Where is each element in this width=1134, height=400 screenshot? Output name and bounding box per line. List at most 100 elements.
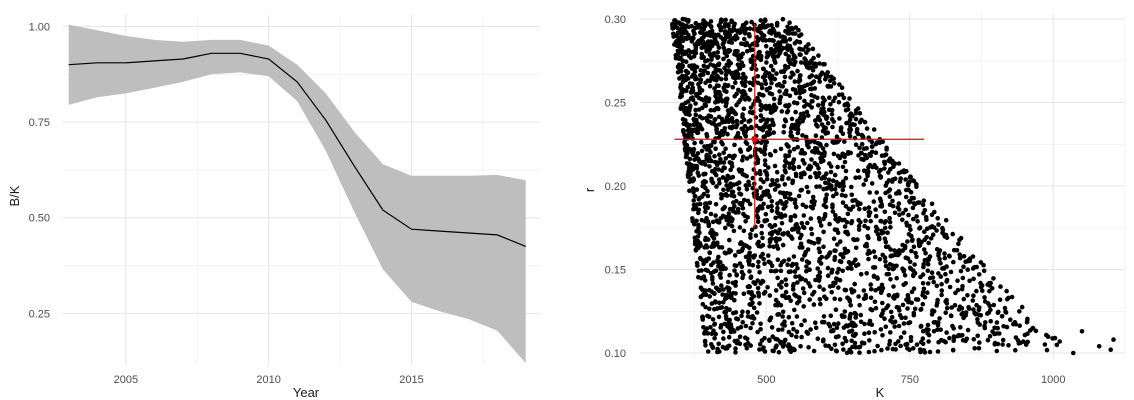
scatter-point <box>723 76 729 82</box>
scatter-point <box>906 232 912 237</box>
scatter-point <box>720 132 726 137</box>
scatter-point <box>848 303 853 308</box>
scatter-point <box>800 158 806 163</box>
scatter-point <box>778 198 783 204</box>
scatter-point <box>770 52 775 58</box>
scatter-point <box>784 160 789 165</box>
scatter-point <box>721 56 726 62</box>
scatter-point <box>861 182 866 187</box>
scatter-point <box>722 65 727 71</box>
scatter-point <box>759 149 764 154</box>
scatter-point <box>867 190 872 195</box>
scatter-point <box>713 136 718 141</box>
scatter-point <box>863 154 868 160</box>
scatter-point <box>792 307 797 313</box>
scatter-point <box>756 36 762 42</box>
scatter-point <box>1017 309 1022 314</box>
scatter-point <box>883 259 888 264</box>
scatter-point <box>850 122 855 127</box>
scatter-point <box>1079 329 1085 334</box>
scatter-point <box>832 186 838 192</box>
scatter-point <box>758 113 764 118</box>
scatter-point <box>871 265 876 270</box>
scatter-point <box>755 215 761 221</box>
scatter-point <box>849 320 855 326</box>
scatter-point <box>755 285 761 291</box>
scatter-point <box>995 310 1001 316</box>
scatter-point <box>898 335 904 340</box>
scatter-point <box>862 223 867 229</box>
scatter-point <box>897 179 903 184</box>
scatter-point <box>683 118 688 123</box>
scatter-point <box>908 338 914 344</box>
scatter-point <box>888 330 893 335</box>
scatter-point <box>908 189 914 195</box>
scatter-point <box>795 225 801 230</box>
scatter-point <box>716 263 721 269</box>
scatter-point <box>1000 337 1006 343</box>
scatter-point <box>836 321 841 326</box>
scatter-point <box>829 270 834 275</box>
scatter-point <box>782 319 787 325</box>
scatter-point <box>784 109 790 115</box>
scatter-point <box>734 118 740 124</box>
scatter-point <box>835 164 840 170</box>
scatter-point <box>879 153 885 158</box>
scatter-point <box>727 32 733 38</box>
scatter-point <box>792 41 798 46</box>
scatter-point <box>761 66 766 72</box>
scatter-point <box>920 328 926 334</box>
scatter-point <box>872 330 877 335</box>
scatter-point <box>817 141 823 147</box>
scatter-point <box>831 236 837 241</box>
scatter-point <box>757 342 763 347</box>
scatter-point <box>727 272 732 278</box>
scatter-point <box>714 73 720 79</box>
scatter-point <box>1023 342 1029 347</box>
scatter-point <box>709 178 715 184</box>
scatter-point <box>801 171 806 176</box>
scatter-point <box>827 95 832 100</box>
scatter-point <box>778 34 783 39</box>
scatter-point <box>771 122 776 128</box>
scatter-point <box>719 140 724 145</box>
scatter-point <box>699 139 704 145</box>
scatter-point <box>987 333 993 339</box>
scatter-point <box>875 232 881 237</box>
scatter-point <box>830 205 835 210</box>
scatter-point <box>707 164 712 169</box>
x-axis-title: K <box>876 385 885 400</box>
x-axis-title: Year <box>293 385 320 400</box>
scatter-point <box>936 320 941 325</box>
scatter-point <box>804 264 809 269</box>
scatter-point <box>775 275 780 281</box>
scatter-point <box>750 254 756 259</box>
scatter-point <box>792 213 798 219</box>
scatter-point <box>727 153 732 159</box>
scatter-point <box>786 153 792 159</box>
scatter-point <box>709 301 715 306</box>
scatter-point <box>852 281 857 287</box>
scatter-point <box>798 344 803 349</box>
scatter-point <box>695 263 700 268</box>
scatter-point <box>830 193 836 199</box>
scatter-point <box>866 321 872 327</box>
scatter-point <box>861 288 867 293</box>
scatter-point <box>791 166 797 172</box>
scatter-point <box>715 54 721 60</box>
scatter-point <box>721 165 727 170</box>
scatter-point <box>903 207 908 213</box>
scatter-point <box>796 164 802 170</box>
scatter-point <box>821 106 826 111</box>
scatter-point <box>712 306 717 312</box>
scatter-point <box>783 170 788 175</box>
scatter-point <box>714 242 720 247</box>
scatter-point <box>802 98 807 104</box>
scatter-point <box>730 108 736 113</box>
scatter-point <box>707 250 713 256</box>
scatter-point <box>769 325 775 330</box>
scatter-point <box>782 74 788 80</box>
scatter-point <box>872 348 877 354</box>
scatter-point <box>748 274 754 280</box>
scatter-point <box>683 59 689 64</box>
